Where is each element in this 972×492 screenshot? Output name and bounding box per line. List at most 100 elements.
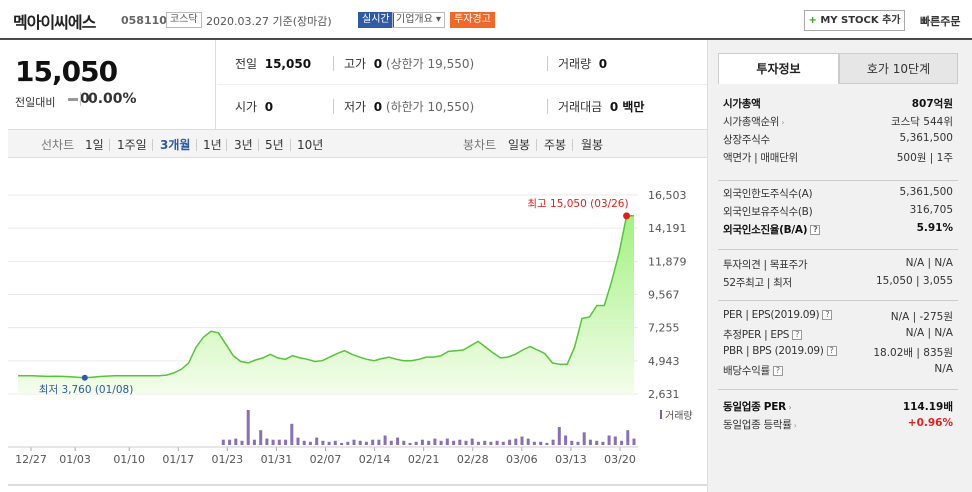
- divider: [718, 300, 958, 301]
- volume-bar: [439, 440, 443, 445]
- info-label: 시가총액순위 ›: [723, 114, 785, 129]
- info-label: 투자의견 | 목표주가: [723, 257, 808, 272]
- info-label: PBR | BPS (2019.09)?: [723, 345, 837, 357]
- realtime-button[interactable]: 실시간: [358, 12, 394, 28]
- volume-bar: [265, 438, 269, 445]
- y-tick-label: 7,255: [648, 322, 680, 335]
- info-label-text: 시가총액: [723, 98, 761, 110]
- min-annotation: 최저 3,760 (01/08): [39, 384, 134, 396]
- help-icon[interactable]: ?: [822, 310, 833, 320]
- volume-value: 0: [598, 57, 608, 71]
- divider: [152, 139, 153, 151]
- volume-bar: [352, 439, 356, 445]
- y-tick-label: 2,631: [648, 388, 680, 401]
- line-chart-label: 선차트: [41, 138, 75, 152]
- volume-bar: [346, 441, 350, 445]
- info-row: 액면가 | 매매단위 500원 | 1주: [723, 150, 953, 167]
- info-row: 투자의견 | 목표주가 N/A | N/A: [723, 257, 953, 274]
- candle-daily[interactable]: 일봉: [508, 138, 531, 152]
- period-1year[interactable]: 1년: [203, 138, 222, 152]
- info-row: 시가총액 807억원: [723, 96, 953, 113]
- period-1week[interactable]: 1주일: [117, 138, 147, 152]
- change-value: 0: [68, 91, 90, 107]
- volume-bar: [607, 435, 611, 445]
- info-label: PER | EPS(2019.09)?: [723, 309, 833, 321]
- candle-monthly[interactable]: 월봉: [581, 138, 604, 152]
- info-label-text: 외국인소진율(B/A): [723, 224, 808, 236]
- divider: [196, 139, 197, 151]
- volume-bar: [358, 440, 362, 445]
- candle-weekly[interactable]: 주봉: [544, 138, 567, 152]
- volume-bar: [551, 439, 555, 445]
- x-tick-label: 03/06: [506, 453, 538, 466]
- period-3year[interactable]: 3년: [234, 138, 253, 152]
- volume-bar: [545, 442, 549, 445]
- max-annotation: 최고 15,050 (03/26): [527, 198, 628, 210]
- period-10year[interactable]: 10년: [297, 138, 324, 152]
- divider: [333, 56, 334, 71]
- tab-investment-info[interactable]: 투자정보: [718, 53, 839, 84]
- info-row: 추정PER | EPS? N/A | N/A: [723, 327, 953, 344]
- x-tick-label: 01/23: [211, 453, 243, 466]
- volume-bar: [420, 439, 424, 445]
- info-row: 동일업종 PER › 114.19배: [723, 399, 953, 416]
- stock-name: 멕아이씨에스: [13, 13, 96, 32]
- info-label: 액면가 | 매매단위: [723, 150, 798, 165]
- volume-bar: [234, 438, 238, 445]
- volume-bar: [427, 440, 431, 445]
- info-label-text: 추정PER | EPS: [723, 329, 790, 341]
- volume-bar: [302, 440, 306, 445]
- corp-info-dropdown[interactable]: 기업개요 ▾: [392, 12, 446, 28]
- chevron-right-icon[interactable]: ›: [785, 403, 792, 412]
- volume-bar: [296, 437, 300, 445]
- volume-bar: [601, 441, 605, 445]
- volume-bar: [476, 441, 480, 445]
- add-mystock-button[interactable]: + MY STOCK 추가: [804, 10, 905, 31]
- x-tick-label: 01/10: [113, 453, 145, 466]
- help-icon[interactable]: ?: [792, 330, 803, 340]
- volume-bar: [495, 440, 499, 445]
- y-tick-label: 4,943: [648, 355, 680, 368]
- help-icon[interactable]: ?: [826, 346, 837, 356]
- info-label-text: 동일업종 PER: [723, 401, 786, 413]
- volume-bar: [458, 439, 462, 445]
- help-icon[interactable]: ?: [810, 225, 821, 235]
- period-1day[interactable]: 1일: [85, 138, 104, 152]
- period-3month[interactable]: 3개월: [160, 138, 191, 152]
- chevron-right-icon[interactable]: ›: [791, 421, 797, 430]
- divider: [718, 249, 958, 250]
- help-icon[interactable]: ?: [772, 366, 783, 376]
- chevron-right-icon[interactable]: ›: [779, 118, 785, 127]
- info-value: 500원 | 1주: [896, 152, 953, 164]
- divider: [333, 99, 334, 114]
- period-5year[interactable]: 5년: [265, 138, 284, 152]
- info-label-text: 52주최고 | 최저: [723, 277, 792, 289]
- plus-icon: +: [808, 15, 817, 26]
- info-row: PER | EPS(2019.09)? N/A | -275원: [723, 309, 953, 326]
- volume-bar: [246, 410, 250, 445]
- warning-badge[interactable]: 투자경고: [450, 12, 495, 28]
- corp-info-label: 기업개요: [396, 14, 433, 25]
- volume-bar: [557, 427, 561, 445]
- volume-bar: [520, 436, 524, 445]
- volume-bar: [626, 430, 630, 445]
- info-label: 동일업종 PER ›: [723, 399, 792, 414]
- info-row: 52주최고 | 최저 15,050 | 3,055: [723, 275, 953, 292]
- volume-bar: [445, 438, 449, 445]
- price-chart[interactable]: 16,503 14,191 11,879 9,567 7,255 4,943 2,631 1…: [8, 158, 707, 492]
- x-tick-label: 02/21: [408, 453, 440, 466]
- x-tick-label: 01/17: [162, 453, 194, 466]
- info-row: 외국인한도주식수(A) 5,361,500: [723, 186, 953, 203]
- divider: [226, 139, 227, 151]
- x-tick-label: 01/03: [59, 453, 91, 466]
- tab-orderbook[interactable]: 호가 10단계: [839, 53, 958, 84]
- flat-icon: [68, 97, 78, 101]
- open-label: 시가: [235, 100, 258, 114]
- amount-label: 거래대금: [558, 100, 603, 114]
- caret-down-icon: ▾: [436, 14, 442, 25]
- info-label-text: PBR | BPS (2019.09): [723, 345, 824, 357]
- trade-amount: 거래대금 0 백만: [558, 98, 644, 115]
- fast-order-button[interactable]: 빠른주문: [920, 15, 961, 28]
- volume-bar: [377, 439, 381, 445]
- open-value: 0: [264, 100, 274, 114]
